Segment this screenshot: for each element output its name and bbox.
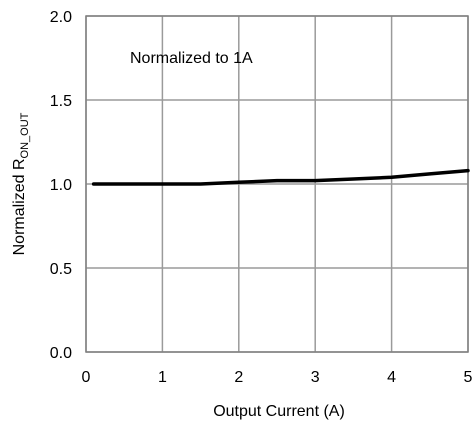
x-axis-ticks: 0 1 2 3 4 5 [82,369,473,386]
y-axis-title-subscript: ON_OUT [19,112,31,158]
x-tick-label: 2 [234,369,243,386]
x-axis-title: Output Current (A) [213,403,345,420]
plot-area [85,15,469,353]
annotation: Normalized to 1A [130,50,253,67]
y-axis-title: Normalized RON_OUT [11,112,31,255]
x-tick-label: 4 [387,369,396,386]
y-axis-title-main: Normalized R [11,158,28,255]
y-tick-label: 0.5 [50,261,72,278]
x-tick-label: 0 [82,369,91,386]
series-line [91,168,470,186]
x-tick-label: 1 [158,369,167,386]
x-tick-label: 3 [311,369,320,386]
y-tick-label: 2.0 [50,9,72,26]
y-tick-label: 1.0 [50,177,72,194]
y-axis-ticks: 0.0 0.5 1.0 1.5 2.0 [50,9,72,362]
y-tick-label: 1.5 [50,93,72,110]
y-tick-label: 0.0 [50,345,72,362]
x-tick-label: 5 [464,369,473,386]
series-layer [91,168,470,186]
